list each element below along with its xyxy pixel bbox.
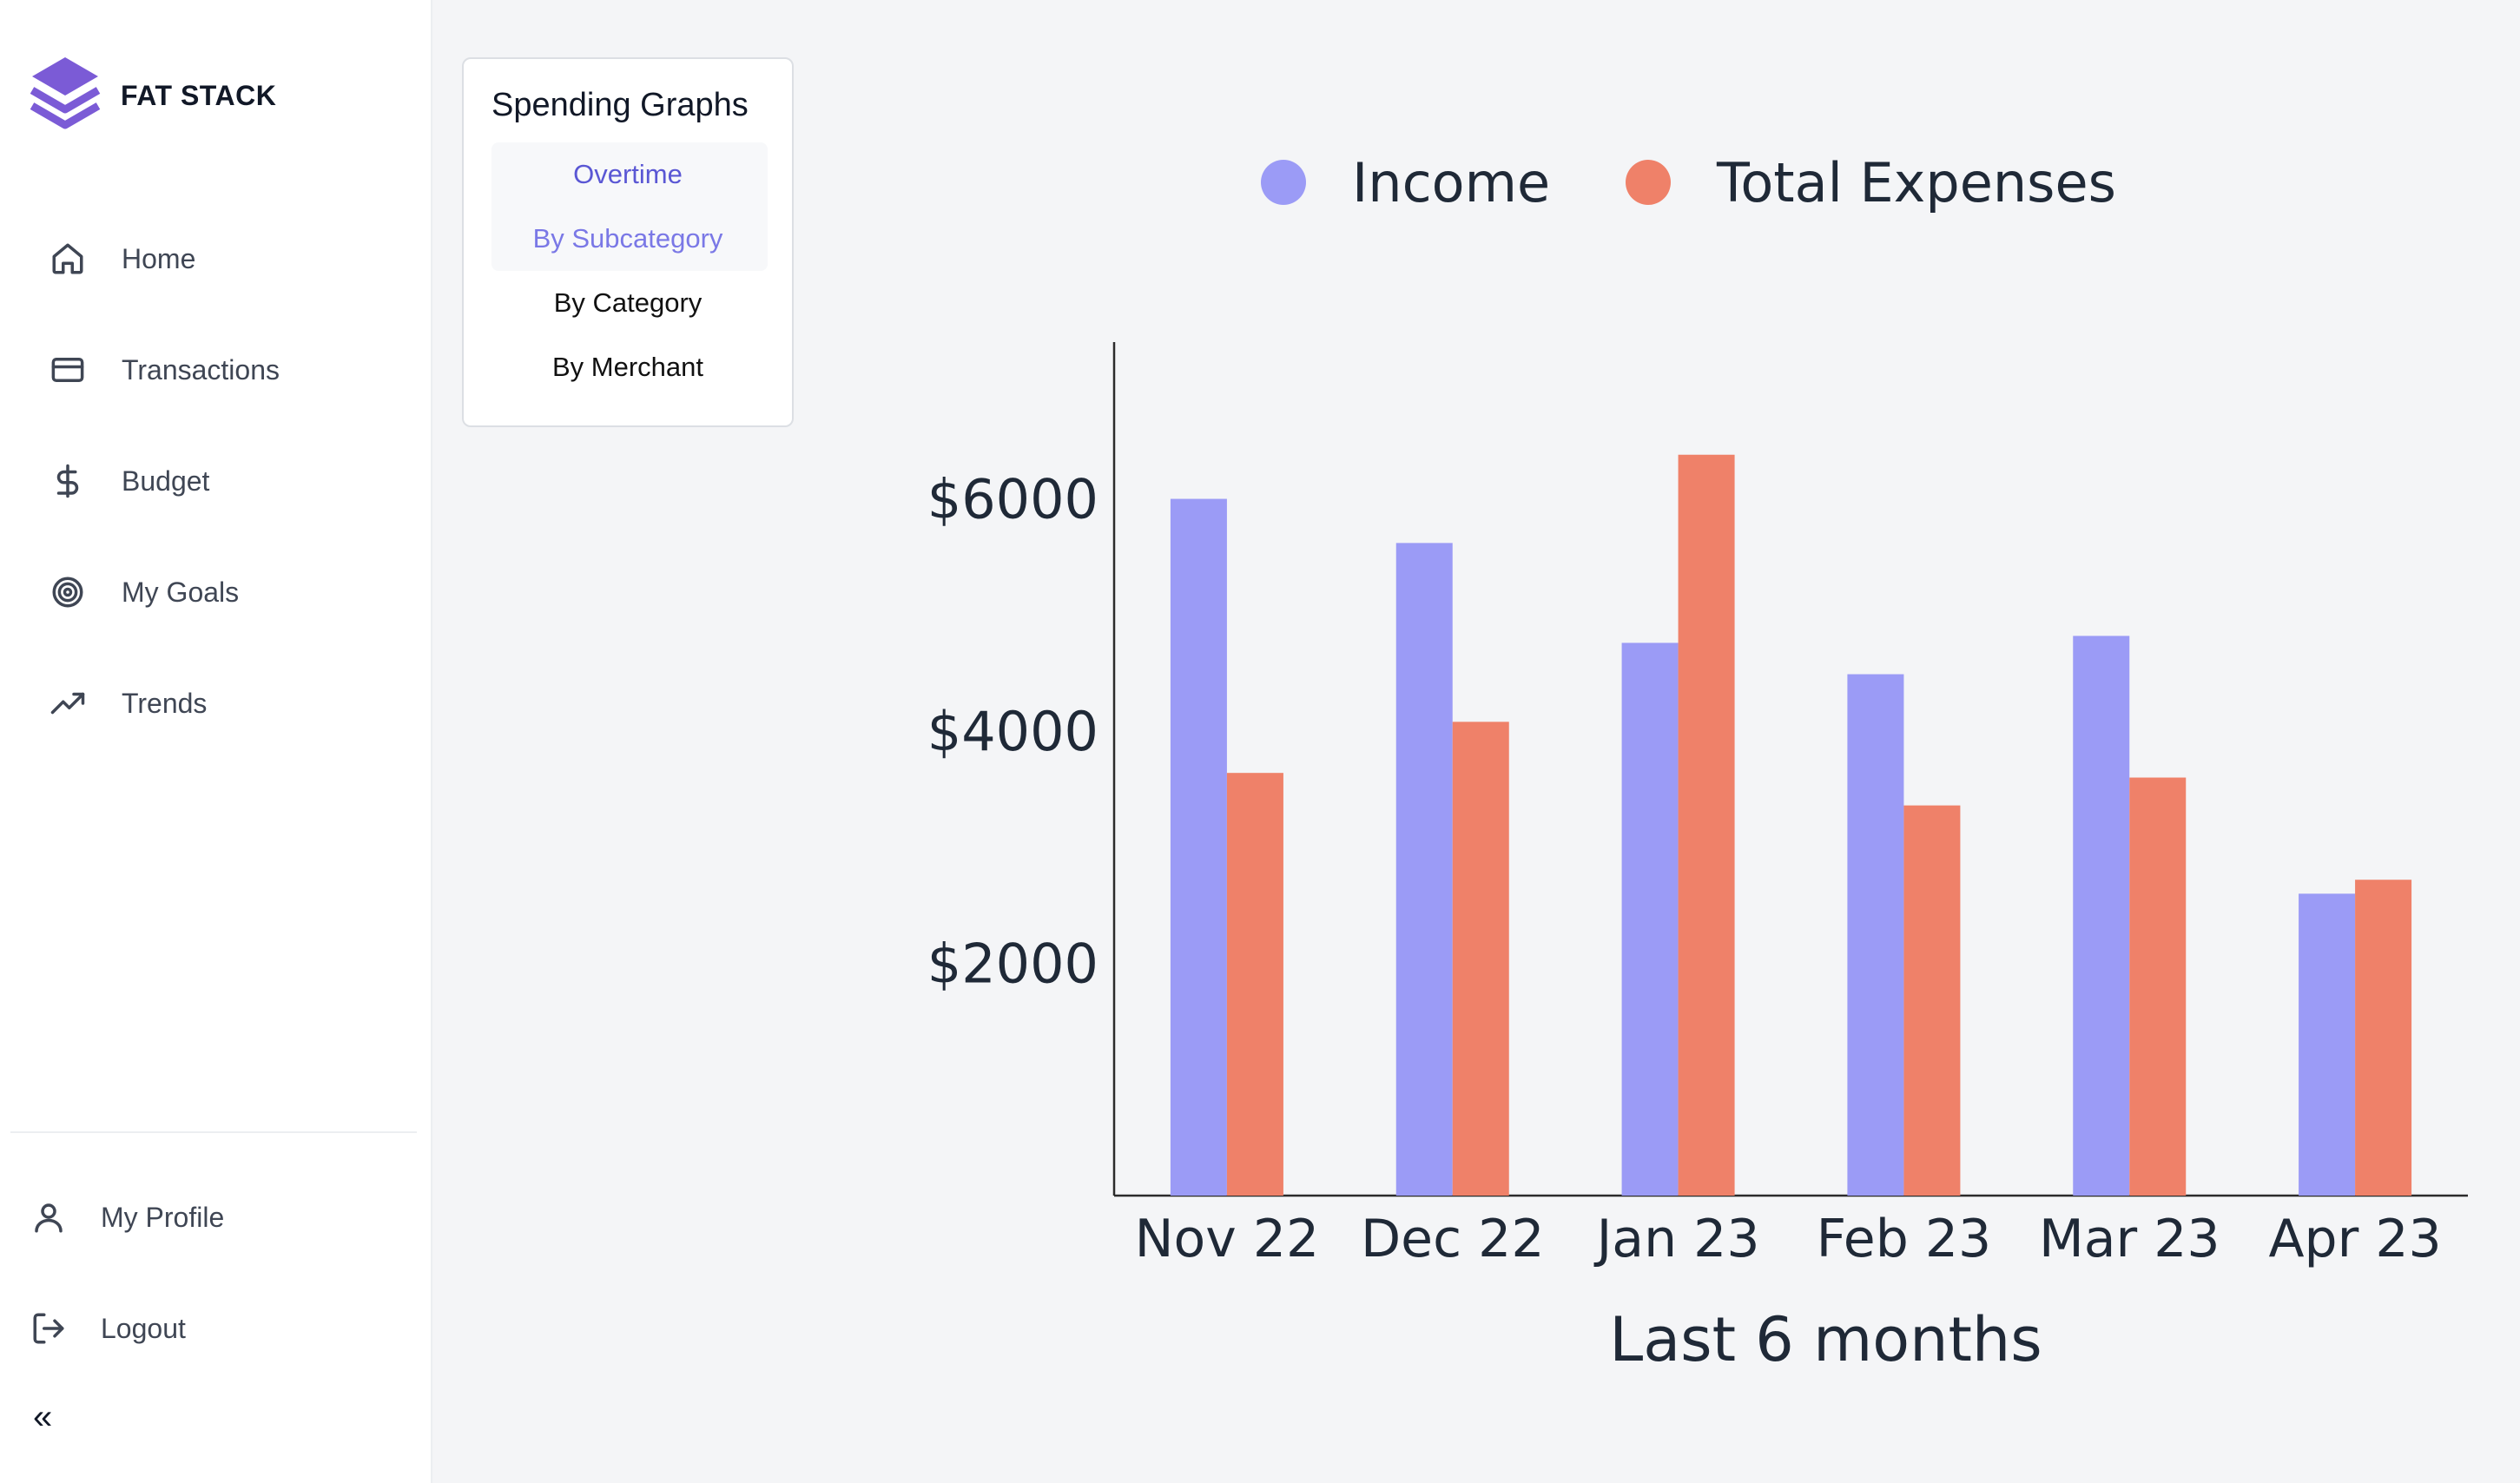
logout-icon [30, 1309, 68, 1348]
x-tick-label: Mar 23 [2039, 1209, 2220, 1269]
collapse-sidebar-button[interactable]: « [33, 1398, 53, 1436]
sidebar: FAT STACK Home Transactions Budget My Go… [0, 0, 432, 1483]
income-bar [1170, 498, 1227, 1196]
sidebar-item-my-goals[interactable]: My Goals [49, 564, 396, 620]
my-profile-label: My Profile [101, 1201, 225, 1233]
spending-graphs-menu: Spending Graphs [462, 57, 794, 427]
menu-active-group [491, 142, 768, 271]
sidebar-item-label: Home [122, 242, 196, 274]
x-tick-label: Dec 22 [1361, 1209, 1545, 1269]
my-profile-link[interactable]: My Profile [30, 1190, 377, 1245]
sidebar-item-transactions[interactable]: Transactions [49, 342, 396, 398]
menu-option-overtime[interactable]: Overtime [573, 159, 683, 189]
income-bar [1395, 543, 1453, 1196]
target-icon [49, 573, 87, 611]
logout-button[interactable]: Logout [30, 1301, 377, 1356]
sidebar-item-label: Budget [122, 465, 210, 497]
sidebar-item-label: Transactions [122, 353, 280, 386]
chart-axes [1112, 342, 2468, 1197]
expenses-bar [1452, 722, 1509, 1196]
sidebar-divider [10, 1131, 417, 1133]
logout-label: Logout [101, 1312, 186, 1344]
expenses-bar [1903, 805, 1961, 1196]
credit-card-icon [49, 351, 87, 389]
menu-option-by-merchant[interactable]: By Merchant [551, 352, 703, 382]
x-tick-label: Feb 23 [1817, 1209, 1992, 1269]
x-tick-label: Apr 23 [2268, 1209, 2441, 1269]
sidebar-item-trends[interactable]: Trends [49, 676, 396, 731]
x-tick-label: Nov 22 [1135, 1209, 1320, 1269]
sidebar-item-home[interactable]: Home [49, 231, 396, 287]
income-bar [1847, 674, 1904, 1196]
legend-income-marker [1261, 160, 1306, 205]
x-tick-label: Jan 23 [1593, 1209, 1760, 1269]
y-tick-label: $4000 [927, 700, 1098, 763]
expenses-bar [1226, 773, 1283, 1196]
menu-title: Spending Graphs [491, 87, 749, 123]
brand[interactable]: FAT STACK [29, 54, 276, 137]
y-tick-label: $6000 [927, 468, 1098, 531]
income-bar [2073, 636, 2130, 1196]
sidebar-item-label: My Goals [122, 576, 240, 608]
income-expenses-bar-chart: Income Total Expenses $2000 $4000 $6000 Nov … [927, 151, 2468, 1375]
chart-labels: $2000 $4000 $6000 Nov 22 Dec 22 Jan 23 Feb 23 M… [927, 468, 2442, 1375]
legend-income-label: Income [1352, 151, 1550, 214]
brand-name: FAT STACK [121, 79, 277, 111]
chart-bars [1170, 454, 2412, 1196]
legend-expenses-marker [1626, 160, 1671, 205]
x-axis-title: Last 6 months [1609, 1304, 2042, 1375]
expenses-bar [2355, 880, 2412, 1196]
income-bar [1621, 643, 1679, 1196]
home-icon [49, 240, 87, 278]
legend-expenses-label: Total Expenses [1716, 151, 2116, 214]
chart-legend: Income Total Expenses [1261, 151, 2116, 214]
sidebar-item-budget[interactable]: Budget [49, 453, 396, 509]
trending-up-icon [49, 684, 87, 722]
menu-option-by-subcategory[interactable]: By Subcategory [532, 223, 723, 254]
logo-stack-icon [30, 57, 101, 129]
income-bar [2299, 893, 2356, 1196]
y-tick-label: $2000 [927, 933, 1098, 996]
sidebar-item-label: Trends [122, 687, 208, 719]
expenses-bar [1678, 454, 1735, 1196]
menu-option-by-category[interactable]: By Category [553, 287, 703, 318]
expenses-bar [2129, 777, 2187, 1196]
user-icon [30, 1198, 68, 1236]
dollar-icon [49, 462, 87, 500]
